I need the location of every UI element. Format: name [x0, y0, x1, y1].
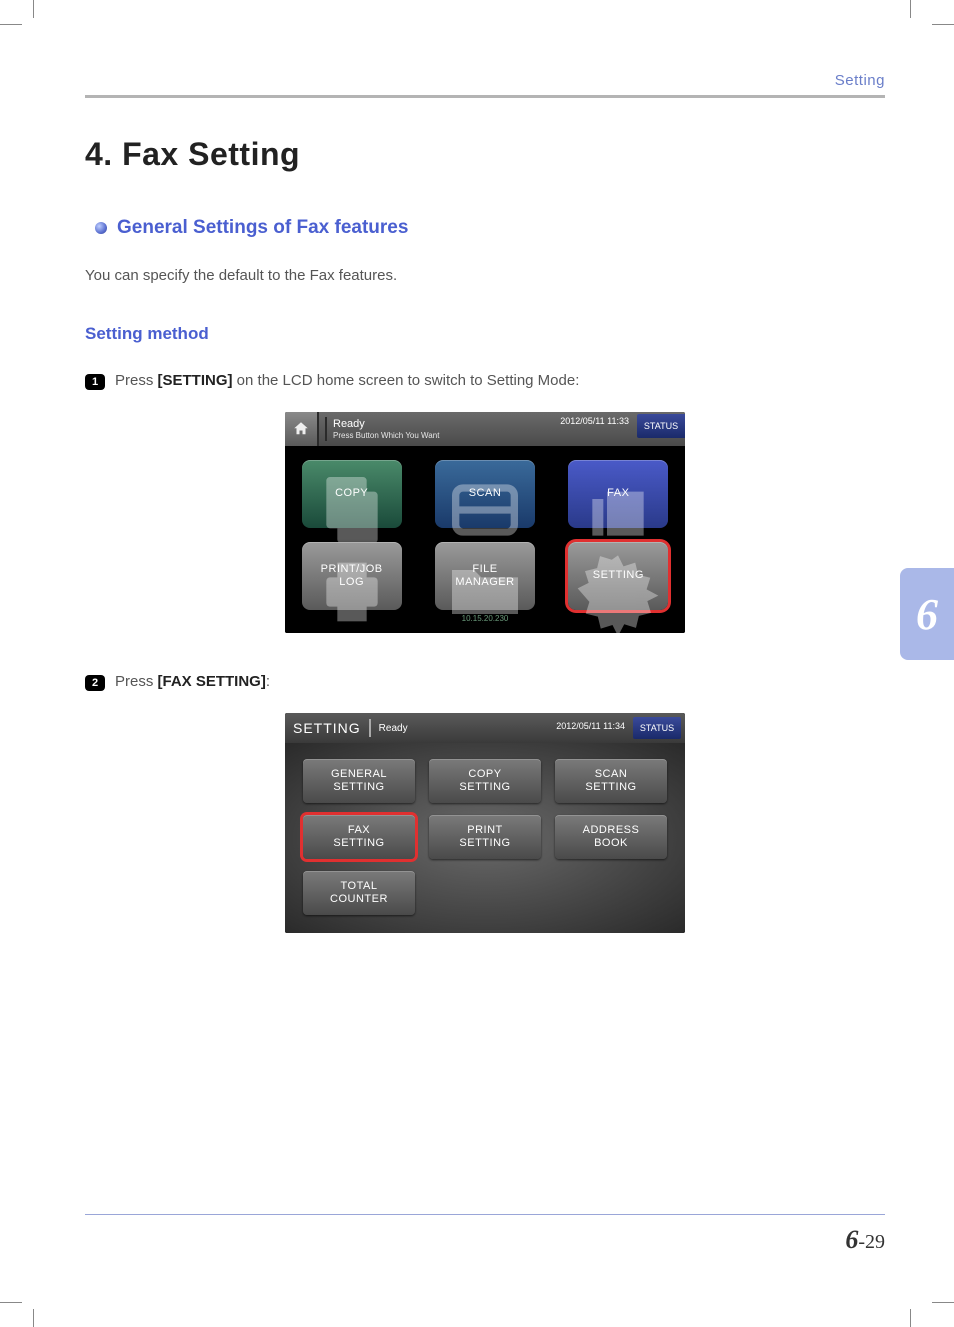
step-1: 1 Press [SETTING] on the LCD home screen… — [85, 372, 885, 390]
intro-text: You can specify the default to the Fax f… — [85, 267, 885, 284]
crop-mark — [0, 24, 22, 25]
copy-button[interactable]: COPY — [302, 460, 402, 528]
bullet-icon — [95, 222, 107, 234]
step-text: Press [SETTING] on the LCD home screen t… — [115, 372, 579, 389]
step-text-post: : — [266, 673, 270, 690]
divider — [325, 417, 327, 441]
page-footer: 6-29 — [85, 1214, 885, 1255]
copy-setting-button[interactable]: COPY SETTING — [429, 759, 541, 803]
fax-button[interactable]: FAX — [568, 460, 668, 528]
divider — [369, 719, 371, 737]
step-text-pre: Press — [115, 372, 158, 389]
chapter-number: 6 — [845, 1225, 858, 1254]
method-heading: Setting method — [85, 324, 885, 344]
button-label: PRINT/JOB LOG — [321, 563, 383, 589]
file-manager-button[interactable]: FILE MANAGER — [435, 542, 535, 610]
step-number-badge: 2 — [85, 675, 105, 691]
lcd-time: 2012/05/11 11:33 — [560, 416, 629, 426]
page-header-label: Setting — [85, 72, 885, 95]
ready-label: Ready — [333, 418, 439, 430]
lcd-body: COPY SCAN FAX PRINT/JOB LOG FILE MANAGER — [285, 446, 685, 633]
fax-icon — [574, 466, 662, 554]
lcd-setting-screenshot: SETTING Ready 2012/05/11 11:34 STATUS GE… — [285, 713, 685, 933]
step-text-post: on the LCD home screen to switch to Sett… — [233, 372, 580, 389]
copy-icon — [308, 466, 396, 554]
step-2: 2 Press [FAX SETTING]: — [85, 673, 885, 691]
crop-mark — [932, 1302, 954, 1303]
lcd-button-grid: GENERAL SETTING COPY SETTING SCAN SETTIN… — [303, 759, 667, 915]
crop-mark — [0, 1302, 22, 1303]
crop-mark — [910, 1309, 911, 1327]
button-label: FAX — [607, 487, 629, 500]
page-no: 29 — [865, 1231, 885, 1253]
lcd-top-bar: Ready Press Button Which You Want 2012/0… — [285, 412, 685, 446]
button-label: SETTING — [593, 569, 644, 582]
header-rule — [85, 95, 885, 98]
status-button[interactable]: STATUS — [637, 414, 685, 438]
gear-icon — [574, 548, 662, 633]
lcd-body: GENERAL SETTING COPY SETTING SCAN SETTIN… — [285, 743, 685, 933]
section-heading: 4. Fax Setting — [85, 136, 885, 173]
page-content: Setting 4. Fax Setting General Settings … — [85, 72, 885, 973]
step-text: Press [FAX SETTING]: — [115, 673, 270, 690]
lcd-home-screenshot: Ready Press Button Which You Want 2012/0… — [285, 412, 685, 633]
lcd-subtext: Press Button Which You Want — [333, 431, 439, 440]
scan-setting-button[interactable]: SCAN SETTING — [555, 759, 667, 803]
home-button[interactable] — [285, 412, 319, 446]
subsection-row: General Settings of Fax features — [95, 217, 885, 239]
page-sep: - — [858, 1231, 865, 1253]
print-icon — [308, 548, 396, 633]
lcd-title: SETTING — [293, 720, 361, 736]
lcd-top-bar: SETTING Ready 2012/05/11 11:34 STATUS — [285, 713, 685, 743]
crop-mark — [33, 1309, 34, 1327]
step-text-pre: Press — [115, 673, 158, 690]
address-book-button[interactable]: ADDRESS BOOK — [555, 815, 667, 859]
print-job-log-button[interactable]: PRINT/JOB LOG — [302, 542, 402, 610]
setting-button[interactable]: SETTING — [568, 542, 668, 610]
button-label: SCAN — [469, 487, 502, 500]
general-setting-button[interactable]: GENERAL SETTING — [303, 759, 415, 803]
ready-label: Ready — [379, 723, 408, 734]
print-setting-button[interactable]: PRINT SETTING — [429, 815, 541, 859]
button-label: COPY — [335, 487, 368, 500]
chapter-tab: 6 — [900, 568, 954, 660]
step-text-bold: [SETTING] — [158, 372, 233, 389]
home-icon — [292, 420, 310, 438]
scan-button[interactable]: SCAN — [435, 460, 535, 528]
crop-mark — [910, 0, 911, 18]
footer-rule — [85, 1214, 885, 1215]
status-button[interactable]: STATUS — [633, 717, 681, 739]
lcd-status-text: Ready Press Button Which You Want — [333, 418, 439, 440]
step-number-badge: 1 — [85, 374, 105, 390]
page-number: 6-29 — [85, 1225, 885, 1255]
crop-mark — [932, 24, 954, 25]
crop-mark — [33, 0, 34, 18]
fax-setting-button[interactable]: FAX SETTING — [303, 815, 415, 859]
total-counter-button[interactable]: TOTAL COUNTER — [303, 871, 415, 915]
step-text-bold: [FAX SETTING] — [158, 673, 266, 690]
subsection-heading: General Settings of Fax features — [117, 217, 408, 239]
lcd-button-grid: COPY SCAN FAX PRINT/JOB LOG FILE MANAGER — [295, 460, 675, 610]
scan-icon — [441, 466, 529, 554]
folder-icon — [441, 548, 529, 633]
button-label: FILE MANAGER — [455, 563, 514, 589]
lcd-time: 2012/05/11 11:34 — [556, 721, 625, 731]
